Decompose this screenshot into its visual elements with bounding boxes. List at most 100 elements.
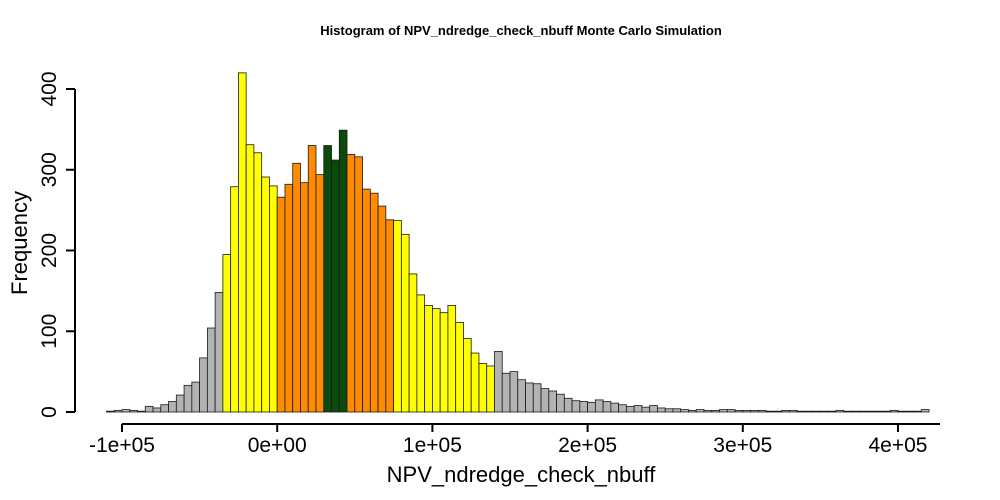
histogram-bar [137,410,146,413]
x-axis-label: NPV_ndredge_check_nbuff [387,462,657,487]
histogram-bar [152,407,162,413]
histogram-bar [618,404,627,413]
histogram-bar [292,162,301,413]
histogram-bar [812,410,821,413]
histogram-bar [672,408,682,413]
histogram-bar [439,312,449,413]
histogram-bar [470,352,480,413]
histogram-bar [354,156,363,413]
y-tick-label: 400 [38,71,61,106]
histogram-bar [463,338,472,413]
histogram-bar [168,401,177,413]
y-tick-label: 0 [38,406,61,418]
histogram-bar [222,254,232,413]
histogram-bar [913,410,922,413]
x-axis: -1e+05 0e+00 1e+05 2e+05 3e+05 4e+05 [89,423,940,457]
histogram-bar [416,294,426,413]
histogram-bar [750,409,759,413]
x-tick-label: 0e+00 [248,434,307,457]
histogram-bar [765,410,775,413]
histogram-bar [540,388,550,413]
histogram-bar [532,383,542,413]
histogram-bar [610,402,620,413]
histogram-bar [261,176,270,413]
histogram-bar [486,365,495,413]
histogram-bar [664,408,674,413]
histogram-bar [245,144,255,413]
histogram-bar [144,405,154,413]
histogram-bar [331,159,340,413]
histogram-bar [657,407,666,413]
histogram-bar [773,410,783,413]
histogram-bar [688,409,697,413]
histogram-bar [424,305,433,413]
histogram-bar [230,186,239,413]
histogram-bar [106,410,115,413]
chart-title: Histogram of NPV_ndredge_check_nbuff Mon… [320,23,722,38]
y-tick-label: 300 [38,152,61,187]
histogram-bar [796,410,806,413]
histogram-bar [191,381,200,413]
histogram-bar [788,409,798,413]
histogram-bar [214,292,224,413]
histogram-bar [602,401,612,413]
histogram-bar [494,351,503,413]
histogram-bar [680,409,689,413]
histogram-bar [587,401,596,413]
histogram-bar [346,154,356,413]
histogram-bar [121,409,131,413]
histogram-bar [726,409,736,413]
histogram-bar [183,384,193,413]
histogram-bar [400,233,410,413]
histogram-bar [703,409,713,413]
histogram-bar [556,393,565,413]
histogram-bar [882,410,891,413]
histogram-bar [711,409,720,413]
y-axis-label: Frequency [7,191,32,295]
histogram-bar [199,357,208,413]
histogram-bar [820,410,829,413]
histogram-bar [447,305,457,413]
histogram-bar [571,400,581,413]
histogram-bar [525,382,534,413]
histogram-bar [338,129,348,413]
histogram-bar [626,405,635,413]
histogram-bar [431,308,441,413]
histogram-bar [408,273,418,413]
histogram-bar [649,405,658,413]
histogram-bar [509,371,519,413]
histogram-bar [734,409,744,413]
y-axis: 0 100 200 300 400 [38,71,76,418]
histogram-bar [851,410,860,413]
histogram-bar [478,363,488,413]
histogram-bar [385,219,394,413]
histogram-bar [695,409,705,413]
histogram-bar [804,410,814,413]
histogram-bar [455,321,464,413]
histogram-bar [501,372,511,413]
x-tick-label: 4e+05 [869,434,928,457]
histogram-bar [129,409,138,413]
histogram-bar [858,410,868,413]
histogram-bar [835,409,845,413]
histogram-bar [920,409,930,413]
histogram-bar [160,404,169,413]
histogram-bar [866,410,876,413]
y-tick-label: 200 [38,233,61,268]
histogram-bar [393,220,402,413]
histogram-bar [323,145,332,413]
histogram-bar [276,196,286,413]
histogram-bar [641,406,651,413]
histogram-bar [315,174,325,413]
histogram-bar [827,410,837,413]
histogram-bar [206,327,216,413]
x-tick-label: 2e+05 [558,434,617,457]
histogram-bar [307,145,317,413]
histogram-bar [300,182,309,413]
x-tick-label: 1e+05 [403,434,462,457]
histogram-bar [269,185,278,413]
histogram-bar [874,410,883,413]
histogram-bar [843,410,852,413]
histogram-bar [781,409,790,413]
